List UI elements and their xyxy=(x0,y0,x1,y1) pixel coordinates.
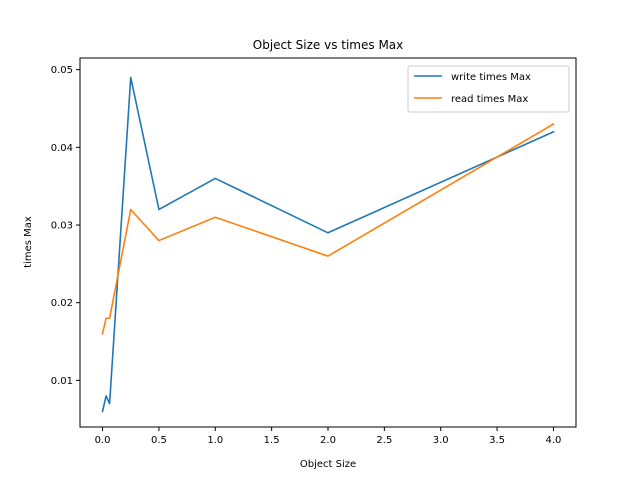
x-tick-label: 3.5 xyxy=(489,435,505,446)
x-tick-label: 2.0 xyxy=(320,435,336,446)
series-lines xyxy=(101,76,555,413)
x-axis-ticks: 0.0 0.5 1.0 1.5 2.0 2.5 3.0 3.5 4.0 xyxy=(95,427,562,446)
x-tick-label: 3.0 xyxy=(433,435,449,446)
y-tick-label: 0.02 xyxy=(51,298,73,309)
x-tick-label: 2.5 xyxy=(376,435,392,446)
legend-label-read: read times Max xyxy=(451,94,528,105)
x-tick-label: 0.0 xyxy=(95,435,111,446)
legend: write times Max read times Max xyxy=(407,65,570,113)
x-tick-label: 1.0 xyxy=(207,435,223,446)
series-line-read xyxy=(101,122,555,335)
y-tick-label: 0.04 xyxy=(51,143,73,154)
legend-label-write: write times Max xyxy=(451,72,531,83)
y-tick-label: 0.01 xyxy=(51,376,73,387)
x-axis-label: Object Size xyxy=(300,459,356,470)
x-tick-label: 1.5 xyxy=(264,435,280,446)
y-tick-label: 0.03 xyxy=(51,221,73,232)
x-tick-label: 4.0 xyxy=(546,435,562,446)
legend-box xyxy=(407,65,570,113)
series-line-write xyxy=(101,76,555,413)
x-tick-label: 0.5 xyxy=(151,435,167,446)
y-axis-ticks: 0.01 0.02 0.03 0.04 0.05 xyxy=(51,65,80,387)
chart-title: Object Size vs times Max xyxy=(253,38,404,52)
y-axis-label: times Max xyxy=(23,216,34,268)
y-tick-label: 0.05 xyxy=(51,65,73,76)
